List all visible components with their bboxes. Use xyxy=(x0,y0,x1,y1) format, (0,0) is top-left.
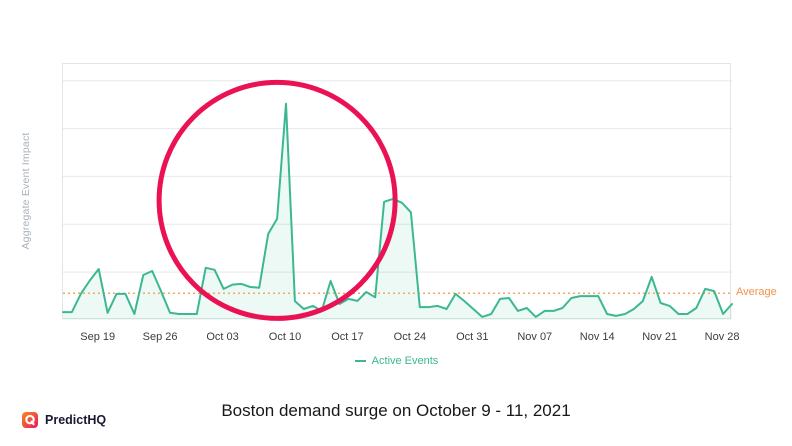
y-axis-title: Aggregate Event Impact xyxy=(20,132,32,250)
caption: Boston demand surge on October 9 - 11, 2… xyxy=(221,401,571,420)
x-tick-label: Oct 17 xyxy=(331,331,364,343)
series-area xyxy=(63,103,732,320)
x-tick-label: Oct 10 xyxy=(268,331,302,343)
x-tick-label: Nov 28 xyxy=(704,331,740,343)
x-tick-label: Oct 31 xyxy=(456,331,489,343)
average-label: Average xyxy=(736,286,777,298)
x-tick-label: Nov 07 xyxy=(517,331,553,343)
plot-svg xyxy=(62,79,733,321)
x-tick-label: Sep 26 xyxy=(142,331,178,343)
x-tick-label: Oct 24 xyxy=(393,331,427,343)
x-tick-label: Nov 14 xyxy=(579,331,615,343)
highlight-circle xyxy=(156,79,398,321)
x-tick-label: Nov 21 xyxy=(642,331,678,343)
x-tick-label: Sep 19 xyxy=(80,331,116,343)
legend: Active Events xyxy=(62,355,731,367)
brand: PredictHQ xyxy=(22,412,106,428)
x-axis: Sep 19 Sep 26 Oct 03 Oct 10 Oct 17 Oct 24 Oct … xyxy=(0,331,792,347)
x-tick-label: Oct 03 xyxy=(206,331,239,343)
brand-name: PredictHQ xyxy=(45,413,107,427)
legend-line-marker-icon xyxy=(354,359,366,363)
chart-panel xyxy=(62,63,733,321)
legend-label: Active Events xyxy=(371,355,439,367)
brand-logo-icon xyxy=(22,412,38,428)
